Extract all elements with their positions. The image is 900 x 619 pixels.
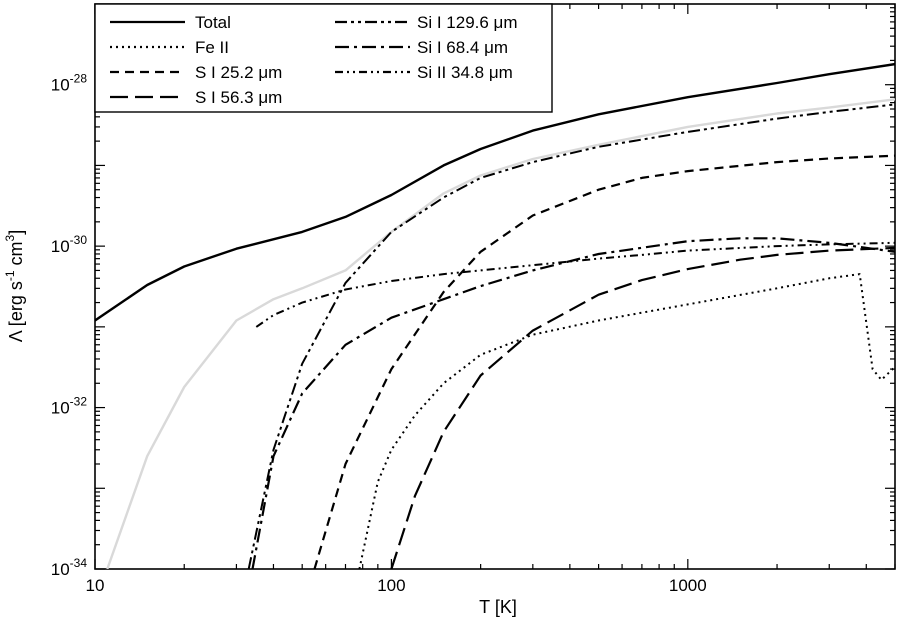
series-line-2 [358, 273, 895, 569]
legend: Total Fe II S I 25.2 μm S I 56.3 μm Si I 129… [94, 3, 553, 113]
series-line-0 [95, 62, 895, 322]
y-tick-label: 10-30 [51, 233, 88, 256]
y-axis-title-exp2: 3 [3, 234, 17, 241]
legend-label-4: Si I 129.6 μm [417, 13, 518, 32]
series-line-4 [390, 246, 895, 569]
series-line-1 [106, 98, 895, 569]
y-tick-label: 10-34 [51, 556, 88, 579]
legend-label-0: Total [195, 13, 231, 32]
y-axis-title: Λ [erg s-1 cm3] [3, 230, 26, 342]
x-tick-label: 1000 [669, 576, 707, 595]
series-line-6 [251, 237, 895, 569]
y-tick-label: 10-32 [51, 395, 88, 418]
series-line-3 [313, 154, 895, 569]
y-tick-label: 10-28 [51, 72, 88, 95]
legend-label-6: Si II 34.8 μm [417, 63, 513, 82]
y-axis-title-main: Λ [erg s [6, 281, 26, 342]
legend-label-5: Si I 68.4 μm [417, 38, 508, 57]
legend-label-1: Fe II [195, 38, 229, 57]
y-axis-title-end: ] [6, 230, 26, 235]
x-tick-label: 100 [377, 576, 405, 595]
x-axis-title: T [K] [479, 597, 517, 617]
legend-label-3: S I 56.3 μm [195, 88, 282, 107]
legend-label-2: S I 25.2 μm [195, 63, 282, 82]
series-lines [95, 62, 895, 569]
axis-tick-labels: 10 100 1000 10-34 10-32 10-30 10-28 [51, 72, 707, 595]
y-axis-title-mid: cm [6, 241, 26, 270]
y-axis-title-exp1: -1 [3, 270, 17, 281]
series-line-5 [247, 103, 895, 569]
x-tick-label: 10 [86, 576, 105, 595]
series-line-7 [255, 241, 895, 328]
